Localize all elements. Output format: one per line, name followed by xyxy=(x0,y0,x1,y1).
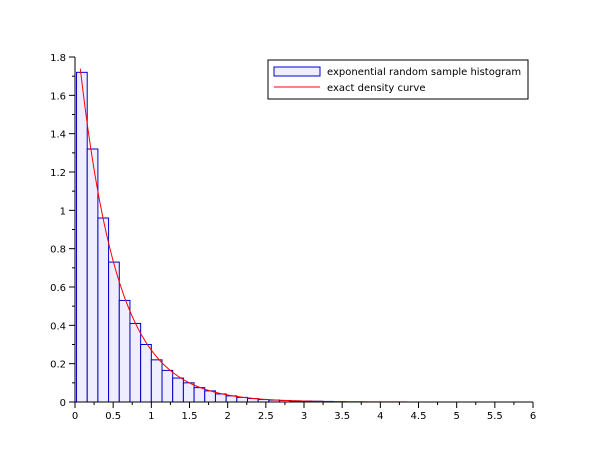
histogram-bar xyxy=(109,262,120,402)
x-tick-label: 1.5 xyxy=(182,411,198,422)
y-tick-label: 0.4 xyxy=(50,321,66,332)
histogram-bar xyxy=(162,370,173,402)
legend: exponential random sample histogram exac… xyxy=(268,60,528,99)
histogram-bar xyxy=(215,394,226,402)
legend-label-histogram: exponential random sample histogram xyxy=(327,67,521,78)
histogram-bar xyxy=(173,378,184,402)
y-tick-label: 1.6 xyxy=(50,91,66,102)
x-tick-label: 4.5 xyxy=(411,411,427,422)
y-tick-label: 1.8 xyxy=(50,53,66,64)
histogram-bar xyxy=(87,149,98,402)
y-tick-label: 1.2 xyxy=(50,168,66,179)
x-tick-label: 5.5 xyxy=(487,411,503,422)
y-tick-label: 1 xyxy=(60,206,66,217)
x-tick-label: 0 xyxy=(72,411,78,422)
histogram-bar xyxy=(98,218,109,402)
histogram-bar xyxy=(226,396,237,402)
y-tick-label: 0.2 xyxy=(50,360,66,371)
x-tick-label: 1 xyxy=(148,411,154,422)
y-tick-label: 0.8 xyxy=(50,245,66,256)
histogram-bar xyxy=(130,323,141,402)
legend-swatch-histogram xyxy=(274,67,320,76)
x-tick-label: 4 xyxy=(377,411,383,422)
histogram-bar xyxy=(205,391,216,402)
histogram-bar xyxy=(77,72,88,402)
x-tick-label: 6 xyxy=(530,411,536,422)
x-tick-label: 2 xyxy=(224,411,230,422)
histogram-bar xyxy=(151,360,162,402)
legend-label-curve: exact density curve xyxy=(327,83,425,94)
histogram-bar xyxy=(141,345,152,403)
histogram-bar xyxy=(119,300,130,402)
x-tick-label: 3 xyxy=(301,411,307,422)
y-tick-label: 0 xyxy=(60,398,66,409)
y-tick-label: 1.4 xyxy=(50,130,66,141)
y-tick-label: 0.6 xyxy=(50,283,66,294)
histogram-bar xyxy=(194,388,205,402)
x-tick-label: 2.5 xyxy=(258,411,274,422)
x-tick-label: 5 xyxy=(453,411,459,422)
x-tick-label: 0.5 xyxy=(105,411,121,422)
x-tick-label: 3.5 xyxy=(334,411,350,422)
histogram-bar xyxy=(183,383,194,402)
histogram-bars xyxy=(77,72,333,402)
